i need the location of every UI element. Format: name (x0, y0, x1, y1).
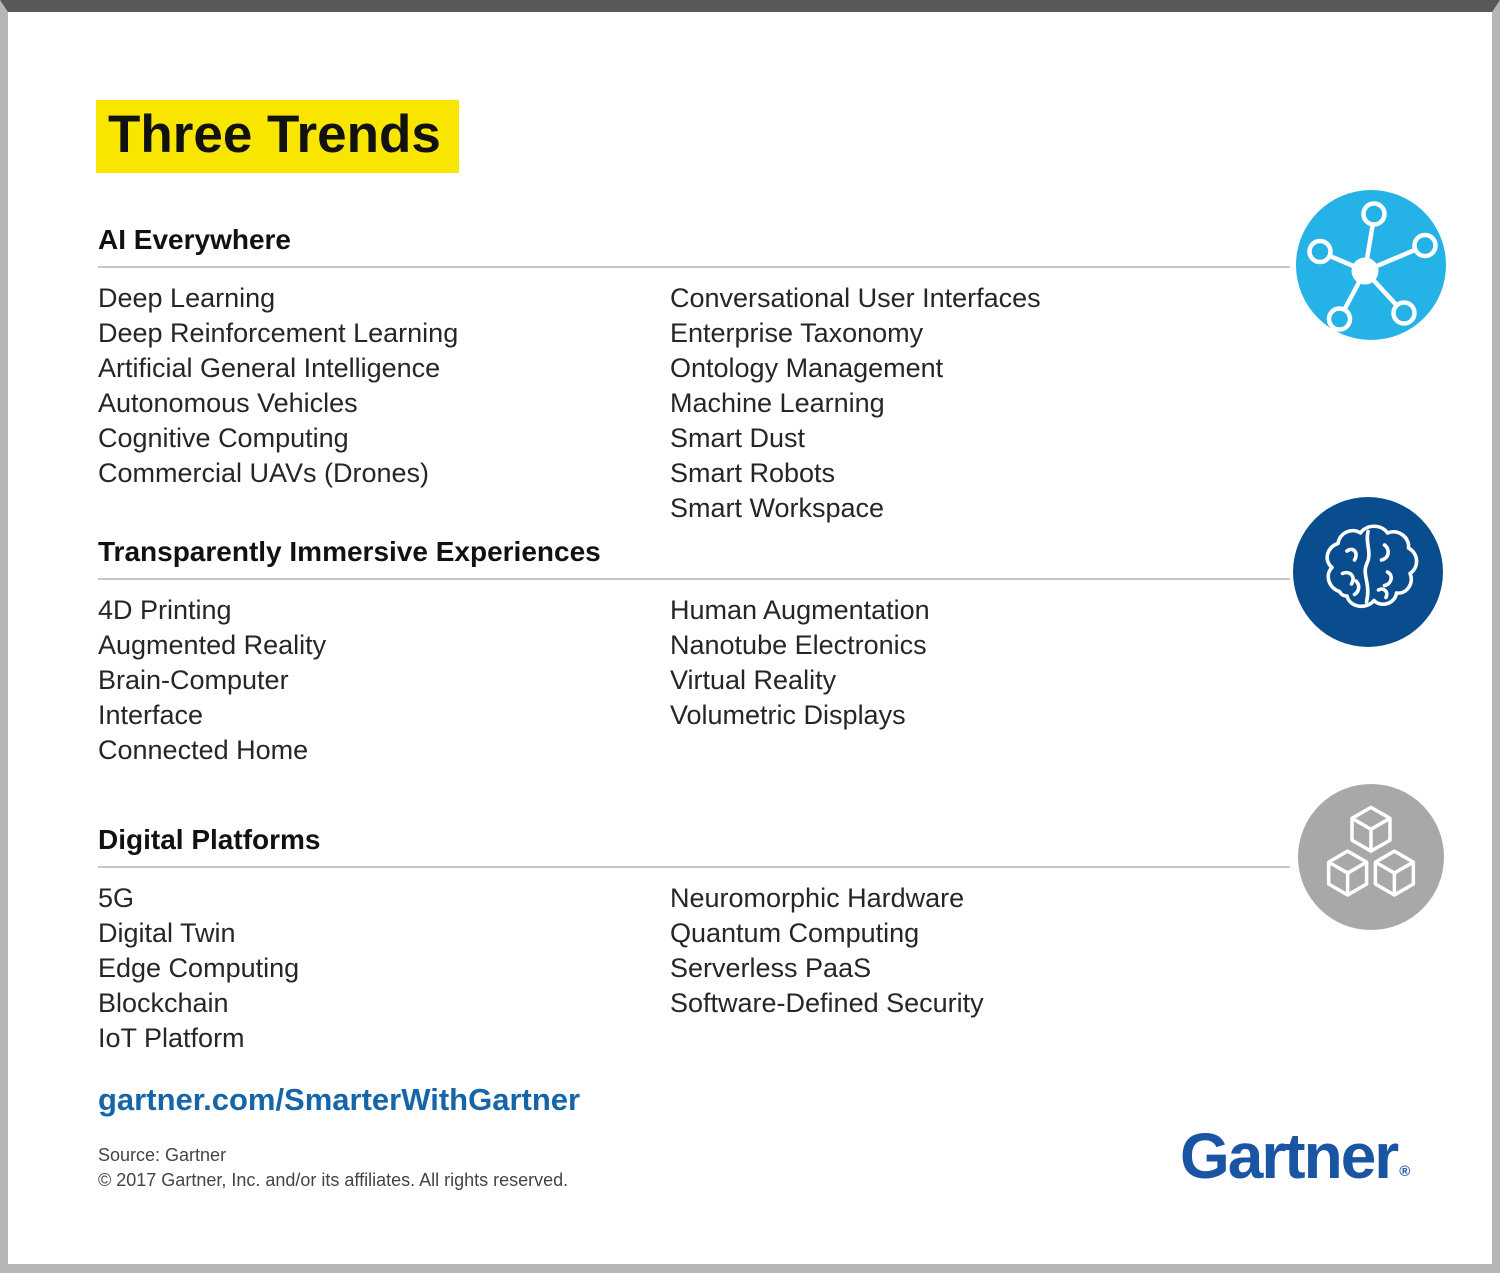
list-item: Software-Defined Security (670, 988, 984, 1018)
list-item: Human Augmentation (670, 595, 930, 625)
list-item: Smart Robots (670, 458, 836, 488)
gartner-logo-text: Gartner (1180, 1120, 1399, 1192)
section-columns: 4D Printing Augmented Reality Brain-Comput… (98, 580, 1290, 768)
trend-list: Deep Learning Deep Reinforcement Learning… (98, 281, 670, 526)
list-item: Serverless PaaS (670, 953, 872, 983)
list-item: Neuromorphic Hardware (670, 883, 965, 913)
section-heading: AI Everywhere (98, 224, 1290, 268)
trend-list: 4D Printing Augmented Reality Brain-Comput… (98, 593, 670, 768)
list-item: Artificial General Intelligence (98, 353, 441, 383)
network-icon (1296, 190, 1446, 340)
section-ai-everywhere: AI Everywhere Deep Learning Deep Reinforc… (98, 224, 1290, 526)
list-item: Brain-Computer (98, 665, 289, 695)
list-item: Digital Twin (98, 918, 236, 948)
list-item: Commercial UAVs (Drones) (98, 458, 430, 488)
list-item: Quantum Computing (670, 918, 920, 948)
list-item: Smart Workspace (670, 493, 885, 523)
registered-trademark-symbol: ® (1399, 1163, 1411, 1180)
trend-list: Human Augmentation Nanotube Electronics Vi… (670, 593, 1290, 768)
list-item: Conversational User Interfaces (670, 283, 1041, 313)
list-item: Interface (98, 700, 204, 730)
list-item: Deep Learning (98, 283, 276, 313)
section-digital-platforms: Digital Platforms 5G Digital Twin Edge Com… (98, 824, 1290, 1056)
copyright-line: © 2017 Gartner, Inc. and/or its affiliat… (98, 1170, 569, 1190)
list-item: Augmented Reality (98, 630, 327, 660)
list-item: 5G (98, 883, 135, 913)
trend-list: Neuromorphic Hardware Quantum Computing Se… (670, 881, 1290, 1056)
section-heading: Digital Platforms (98, 824, 1290, 868)
list-item: Virtual Reality (670, 665, 837, 695)
list-item: Connected Home (98, 735, 309, 765)
trend-list: Conversational User Interfaces Enterprise… (670, 281, 1290, 526)
section-heading: Transparently Immersive Experiences (98, 536, 1290, 580)
list-item: IoT Platform (98, 1023, 245, 1053)
list-item: Cognitive Computing (98, 423, 349, 453)
source-note: Source: Gartner © 2017 Gartner, Inc. and… (98, 1143, 568, 1193)
gartner-link[interactable]: gartner.com/SmarterWithGartner (98, 1082, 581, 1117)
section-transparently-immersive-experiences: Transparently Immersive Experiences 4D P… (98, 536, 1290, 768)
gartner-logo: Gartner ® (1180, 1124, 1410, 1188)
list-item: Ontology Management (670, 353, 944, 383)
list-item: Machine Learning (670, 388, 885, 418)
trend-list: 5G Digital Twin Edge Computing Blockchain Io… (98, 881, 670, 1056)
list-item: Volumetric Displays (670, 700, 906, 730)
page-title: Three Trends (96, 100, 459, 173)
list-item: Edge Computing (98, 953, 300, 983)
list-item: Smart Dust (670, 423, 806, 453)
list-item: Nanotube Electronics (670, 630, 927, 660)
brain-icon (1293, 497, 1443, 647)
list-item: 4D Printing (98, 595, 232, 625)
cubes-icon (1298, 784, 1444, 930)
section-columns: 5G Digital Twin Edge Computing Blockchain Io… (98, 868, 1290, 1056)
source-line: Source: Gartner (98, 1145, 227, 1165)
section-columns: Deep Learning Deep Reinforcement Learning… (98, 268, 1290, 526)
list-item: Enterprise Taxonomy (670, 318, 924, 348)
list-item: Autonomous Vehicles (98, 388, 358, 418)
list-item: Deep Reinforcement Learning (98, 318, 459, 348)
list-item: Blockchain (98, 988, 229, 1018)
